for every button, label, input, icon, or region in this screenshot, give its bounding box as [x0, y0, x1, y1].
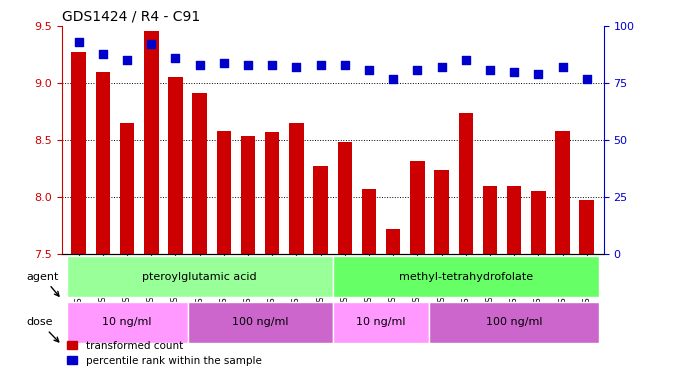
- Point: [291, 64, 302, 70]
- Point: [364, 66, 375, 72]
- Text: GDS1424 / R4 - C91: GDS1424 / R4 - C91: [62, 10, 200, 24]
- Text: agent: agent: [27, 272, 59, 296]
- FancyBboxPatch shape: [429, 302, 599, 343]
- Bar: [555, 131, 570, 254]
- Point: [267, 62, 278, 68]
- FancyBboxPatch shape: [67, 256, 333, 297]
- Point: [73, 39, 84, 45]
- Bar: [120, 123, 134, 254]
- Bar: [95, 72, 110, 254]
- Text: 10 ng/ml: 10 ng/ml: [356, 317, 406, 327]
- Bar: [483, 186, 497, 254]
- FancyBboxPatch shape: [187, 302, 333, 343]
- Text: dose: dose: [27, 317, 59, 342]
- Point: [412, 66, 423, 72]
- Point: [170, 55, 181, 61]
- Point: [121, 57, 132, 63]
- Bar: [434, 170, 449, 254]
- Bar: [458, 113, 473, 254]
- Text: methyl-tetrahydrofolate: methyl-tetrahydrofolate: [399, 272, 533, 282]
- Point: [460, 57, 471, 63]
- Bar: [314, 166, 328, 254]
- Point: [340, 62, 351, 68]
- Point: [243, 62, 254, 68]
- Point: [533, 71, 544, 77]
- Point: [315, 62, 326, 68]
- Point: [145, 42, 156, 48]
- Bar: [71, 53, 86, 254]
- Bar: [507, 186, 521, 254]
- Bar: [265, 132, 279, 254]
- Point: [484, 66, 495, 72]
- Bar: [192, 93, 207, 254]
- Bar: [580, 200, 594, 254]
- Point: [218, 60, 229, 66]
- Text: 100 ng/ml: 100 ng/ml: [486, 317, 543, 327]
- Text: 100 ng/ml: 100 ng/ml: [232, 317, 288, 327]
- Bar: [338, 142, 352, 254]
- Legend: transformed count, percentile rank within the sample: transformed count, percentile rank withi…: [67, 341, 261, 366]
- Point: [194, 62, 205, 68]
- Point: [557, 64, 568, 70]
- Bar: [410, 160, 425, 254]
- Point: [436, 64, 447, 70]
- FancyBboxPatch shape: [333, 256, 599, 297]
- FancyBboxPatch shape: [333, 302, 429, 343]
- Text: 10 ng/ml: 10 ng/ml: [102, 317, 152, 327]
- Point: [581, 76, 592, 82]
- Bar: [144, 31, 158, 254]
- Text: pteroylglutamic acid: pteroylglutamic acid: [142, 272, 257, 282]
- Bar: [386, 229, 401, 254]
- Point: [388, 76, 399, 82]
- Bar: [168, 78, 182, 254]
- Point: [509, 69, 520, 75]
- Bar: [217, 131, 231, 254]
- Bar: [241, 135, 255, 254]
- Bar: [362, 189, 376, 254]
- FancyBboxPatch shape: [67, 302, 187, 343]
- Point: [97, 51, 108, 57]
- Bar: [531, 191, 545, 254]
- Bar: [289, 123, 304, 254]
